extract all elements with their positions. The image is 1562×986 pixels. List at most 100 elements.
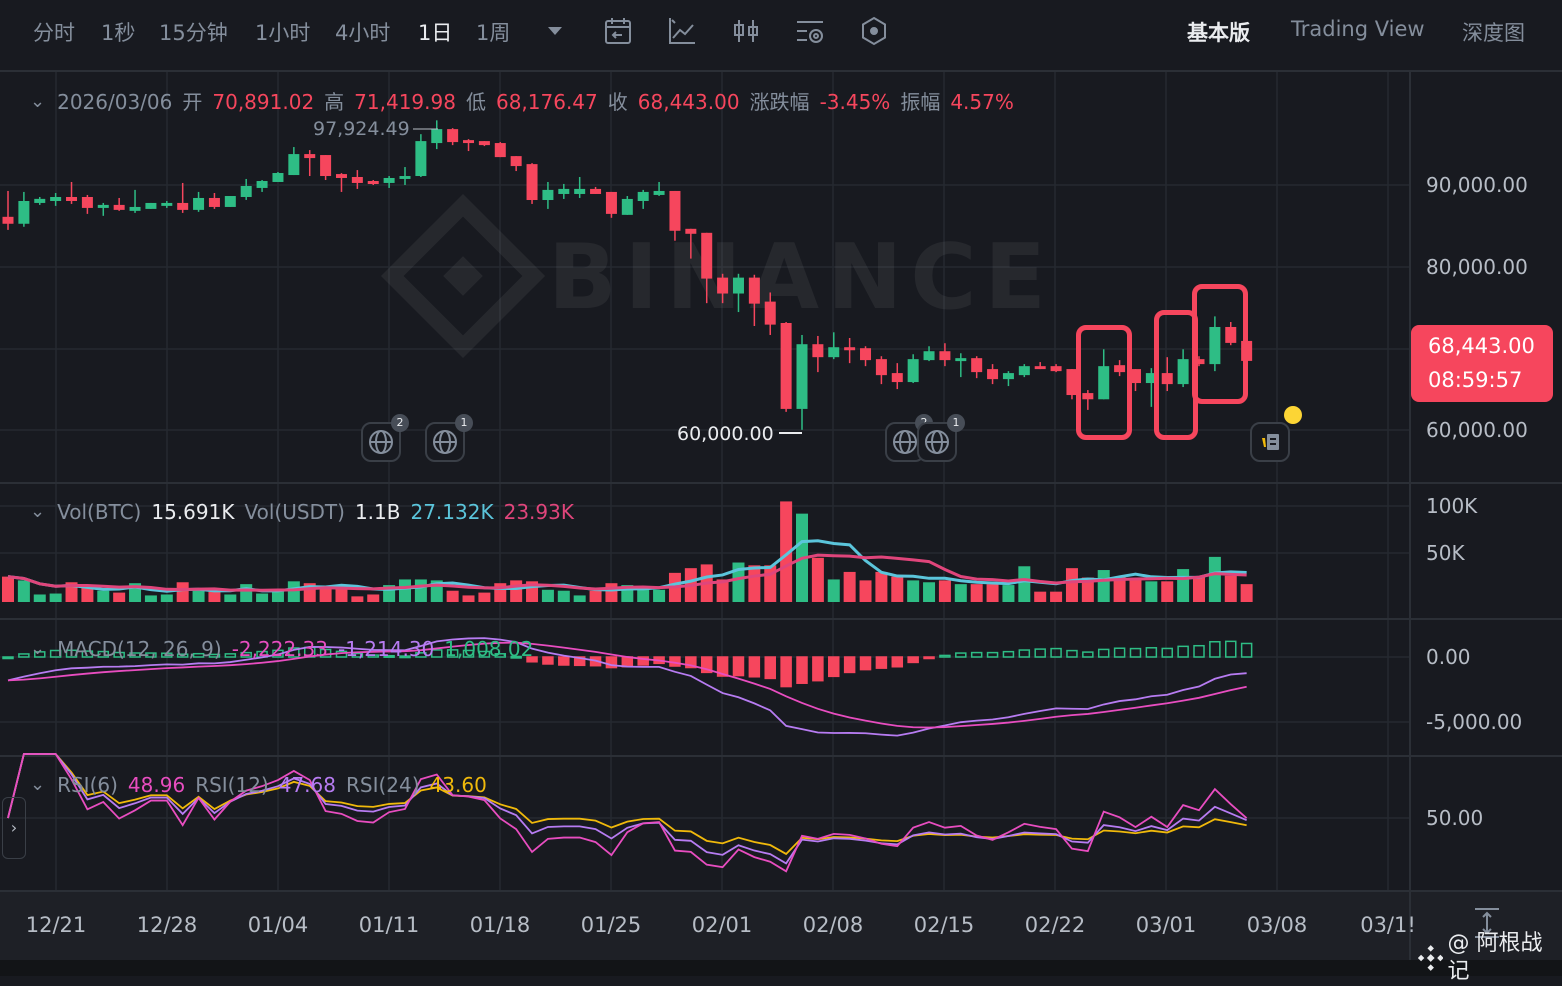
macd-bar	[65, 649, 78, 658]
interval-tab[interactable]: 1周	[476, 21, 511, 45]
candle-up	[256, 181, 268, 188]
volume-bar	[827, 579, 840, 602]
rsi-lines	[7, 753, 1248, 873]
gridlines	[0, 72, 1562, 892]
macd-bar	[113, 651, 125, 658]
rsi24-line	[7, 753, 1247, 856]
interval-tab-active[interactable]: 1日	[418, 21, 453, 45]
candle-down	[351, 177, 363, 183]
volume-bar	[605, 583, 618, 602]
rsi6-value: 48.96	[127, 773, 186, 797]
macd-bar	[1050, 647, 1062, 658]
volume-bar	[859, 580, 872, 602]
candle-down	[81, 196, 93, 208]
macd-bar	[510, 655, 522, 659]
candle-down	[605, 191, 617, 214]
ohlc-legend: ⌄ 2026/03/06 开 70,891.02 高 71,419.98 低 6…	[30, 90, 1014, 114]
date-tick: 02/22	[1024, 913, 1086, 937]
volume-bar	[970, 584, 983, 602]
interval-tab[interactable]: 4小时	[335, 21, 391, 45]
volume-bar	[1193, 576, 1205, 602]
candle-down	[669, 190, 681, 231]
volume-bar	[954, 584, 967, 602]
candle-down	[780, 322, 792, 409]
interval-tab[interactable]: 分时	[33, 21, 75, 45]
rsi6-label: RSI(6)	[57, 773, 118, 797]
candle-down	[875, 359, 887, 376]
dropdown-icon[interactable]	[538, 14, 572, 48]
macd-bar	[399, 655, 411, 659]
volume-bar	[541, 589, 554, 602]
rsi24-label: RSI(24)	[346, 773, 420, 797]
volume-bar	[462, 595, 475, 602]
candle-up	[637, 191, 649, 201]
view-basic[interactable]: 基本版	[1187, 21, 1250, 45]
amplitude-value: 4.57%	[950, 90, 1014, 114]
volume-ma-slow	[7, 553, 1247, 592]
announcement-marker[interactable]	[1250, 406, 1302, 462]
candle-down	[1161, 373, 1173, 385]
auto-scale-icon[interactable]	[1470, 906, 1504, 940]
candle-type-icon[interactable]	[729, 14, 763, 48]
volume-bar	[510, 580, 523, 602]
volume-bar	[113, 592, 126, 602]
macd-dea-line	[7, 641, 1247, 729]
collapse-chevron-icon[interactable]: ⌄	[30, 638, 46, 659]
news-event-marker[interactable]: 1	[917, 414, 965, 462]
candle-down	[971, 358, 983, 373]
volume-bar	[176, 582, 189, 602]
volume-bar	[1113, 576, 1126, 602]
rsi6-line	[7, 753, 1248, 873]
collapse-chevron-icon[interactable]: ⌄	[30, 501, 46, 522]
vol-usdt-value: 1.1B	[354, 500, 401, 524]
indicator-icon[interactable]	[665, 14, 699, 48]
sidebar-expand-handle[interactable]: ›	[2, 797, 26, 859]
view-tradingview[interactable]: Trading View	[1291, 17, 1425, 41]
news-event-marker[interactable]: 2	[361, 414, 409, 462]
macd-bar	[1113, 647, 1126, 658]
interval-tab[interactable]: 15分钟	[159, 21, 228, 45]
volume-bar	[1161, 581, 1174, 602]
macd-bar	[494, 653, 507, 658]
highlight-box	[1076, 325, 1132, 440]
collapse-chevron-icon[interactable]: ⌄	[30, 774, 46, 795]
macd-bar	[224, 653, 237, 658]
candle-down	[748, 277, 760, 304]
candle-up	[18, 200, 30, 224]
toolbar: 分时 1秒 15分钟 1小时 4小时 1日 1周 基本版 Trading Vie…	[0, 0, 1562, 72]
view-depth[interactable]: 深度图	[1462, 21, 1525, 45]
candle-down	[367, 181, 379, 185]
vol-btc-value: 15.691K	[151, 500, 235, 524]
macd-bar	[415, 652, 427, 658]
macd-bar	[716, 656, 729, 677]
volume-bar	[875, 571, 888, 602]
macd-bar	[97, 650, 110, 658]
volume-bar	[1034, 591, 1047, 602]
rsi-tick: 50.00	[1426, 806, 1484, 830]
news-event-marker[interactable]: 1	[425, 414, 473, 462]
volume-bar	[97, 590, 110, 602]
candle-down	[812, 344, 824, 358]
hexagon-icon[interactable]	[857, 14, 891, 48]
event-count-badge: 1	[947, 414, 965, 432]
interval-tab[interactable]: 1秒	[101, 21, 136, 45]
rsi24-value: 43.60	[429, 773, 487, 797]
candle-down	[463, 140, 475, 144]
volume-bar	[224, 594, 237, 602]
macd-bar	[558, 656, 570, 666]
collapse-chevron-icon[interactable]: ⌄	[30, 91, 46, 112]
credit-text: @ 阿根战记	[1447, 931, 1543, 984]
calendar-icon[interactable]	[601, 14, 635, 48]
candle-down	[1082, 393, 1094, 400]
candle-up	[574, 188, 586, 194]
candle-up	[34, 198, 46, 203]
interval-tab[interactable]: 1小时	[255, 21, 311, 45]
date-tick: 03/01	[1135, 913, 1197, 937]
volume-bar	[160, 594, 173, 602]
macd-label: MACD(12, 26, 9)	[57, 637, 222, 661]
candle-up	[955, 358, 967, 362]
settings-icon[interactable]	[793, 14, 827, 48]
credit-watermark: @ 阿根战记	[1418, 931, 1562, 984]
globe-icon	[925, 430, 949, 454]
